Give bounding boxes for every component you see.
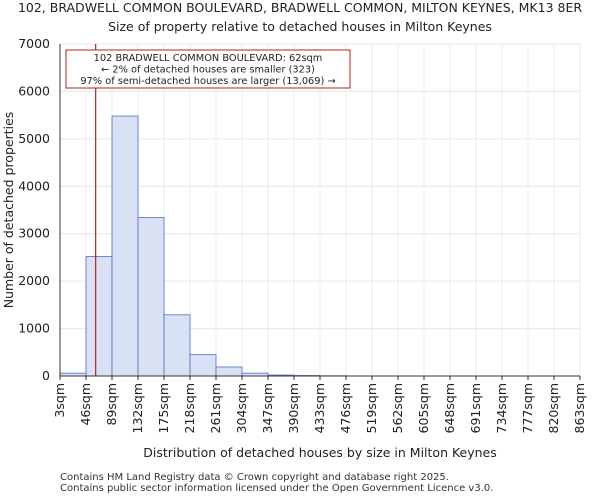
y-tick-label: 7000 [18,36,50,51]
y-tick-label: 6000 [18,83,50,98]
bar [215,366,243,377]
x-tick-label: 347sqm [260,383,275,433]
footer-attribution: Contains HM Land Registry data © Crown c… [60,472,493,494]
bar [85,256,113,377]
x-tick-label: 132sqm [130,383,145,433]
x-tick-label: 304sqm [234,383,249,433]
x-tick-label: 175sqm [156,383,171,433]
y-tick-label: 4000 [18,178,50,193]
annotation-line: ← 2% of detached houses are smaller (323… [101,65,315,76]
x-tick-label: 3sqm [52,383,67,418]
chart-title: 102, BRADWELL COMMON BOULEVARD, BRADWELL… [18,0,582,15]
x-tick-label: 691sqm [468,383,483,433]
annotation-line: 97% of semi-detached houses are larger (… [80,76,335,87]
bar [137,217,165,377]
y-tick-label: 2000 [18,273,50,288]
annotation-box [65,49,351,89]
x-tick-label: 390sqm [286,383,301,433]
y-tick-label: 5000 [18,131,50,146]
x-tick-label: 89sqm [104,383,119,426]
x-tick-label: 261sqm [208,383,223,433]
x-tick-label: 218sqm [182,383,197,433]
y-tick-label: 0 [42,368,50,383]
x-tick-label: 562sqm [390,383,405,433]
x-tick-label: 734sqm [494,383,509,433]
bar [111,115,139,377]
bar [163,314,191,377]
y-tick-label: 3000 [18,226,50,241]
footer-line-2: Contains public sector information licen… [60,483,494,494]
x-tick-label: 820sqm [546,383,561,433]
x-tick-label: 777sqm [520,383,535,433]
x-tick-label: 519sqm [364,383,379,433]
y-axis-label: Number of detached properties [1,112,16,309]
x-tick-label: 648sqm [442,383,457,433]
x-tick-label: 605sqm [416,383,431,433]
annotation-line: 102 BRADWELL COMMON BOULEVARD: 62sqm [94,53,323,64]
x-tick-label: 863sqm [572,383,587,433]
x-tick-label: 476sqm [338,383,353,433]
footer-line-1: Contains HM Land Registry data © Crown c… [60,472,449,483]
y-tick-label: 1000 [18,321,50,336]
x-axis-label: Distribution of detached houses by size … [143,445,497,460]
bar [189,354,217,377]
chart-subtitle: Size of property relative to detached ho… [108,19,492,34]
x-tick-label: 46sqm [78,383,93,426]
x-tick-label: 433sqm [312,383,327,433]
